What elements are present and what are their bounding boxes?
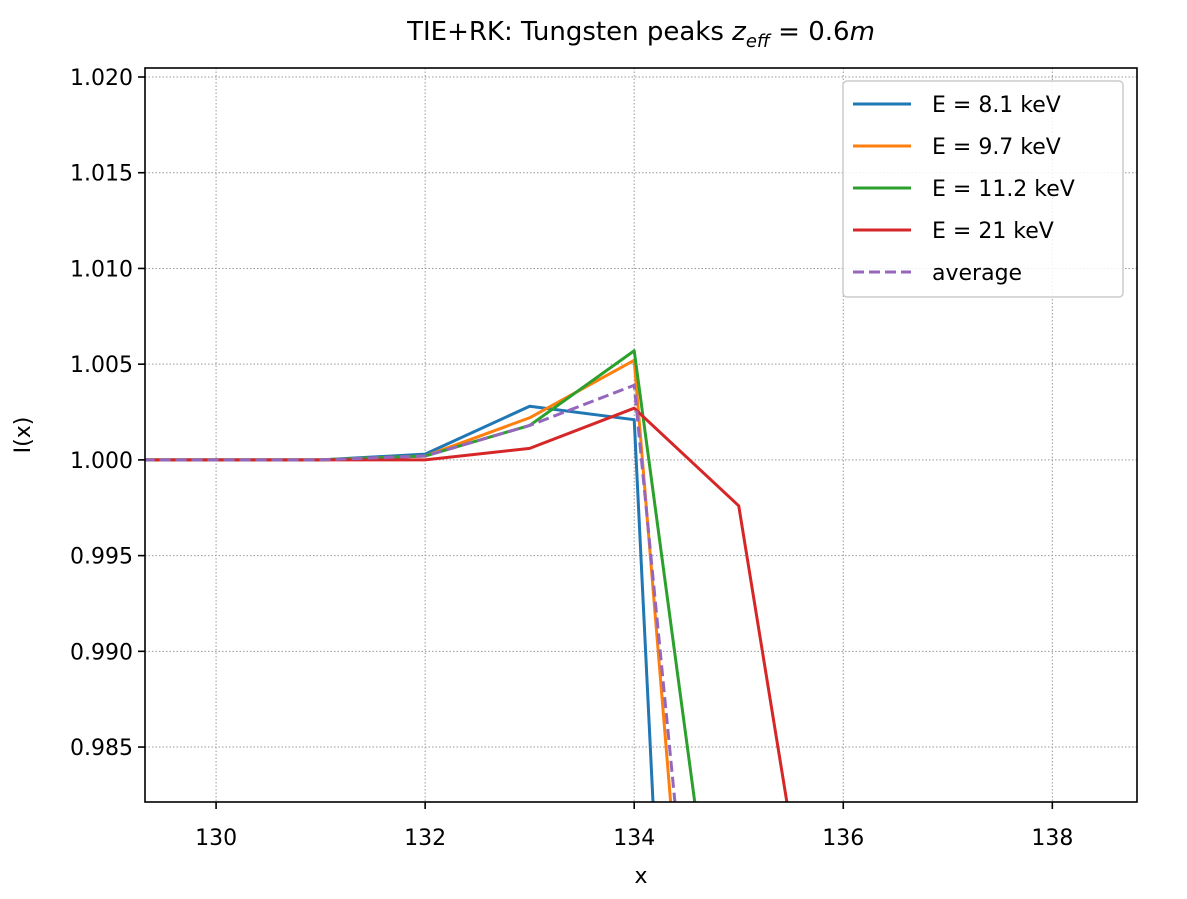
- y-axis-label: I(x): [11, 417, 36, 454]
- title-rest: = 0.6: [770, 17, 850, 47]
- x-tick-label: 134: [613, 826, 655, 851]
- series-line: [145, 383, 677, 802]
- y-tick-label: 1.010: [70, 257, 133, 282]
- title-unit: m: [850, 17, 875, 47]
- y-tick-label: 1.015: [70, 162, 133, 187]
- y-tick-label: 1.000: [70, 449, 133, 474]
- legend-label: average: [932, 261, 1022, 286]
- plot-area: [145, 349, 789, 802]
- y-tick-label: 0.995: [70, 545, 133, 570]
- title-sub: eff: [746, 31, 772, 52]
- title-text: TIE+RK: Tungsten peaks: [406, 17, 724, 47]
- x-axis-label: x: [634, 864, 647, 889]
- legend: E = 8.1 keV E = 9.7 keV E = 11.2 keV E = 21…: [842, 80, 1124, 298]
- x-tick-label: 132: [404, 826, 446, 851]
- y-tick-label: 0.990: [70, 640, 133, 665]
- x-tick-label: 138: [1031, 826, 1073, 851]
- y-tick-label: 0.985: [70, 736, 133, 761]
- legend-label: E = 9.7 keV: [932, 135, 1061, 160]
- y-tick-label: 1.020: [70, 66, 133, 91]
- legend-label: E = 11.2 keV: [932, 177, 1075, 202]
- legend-box: [842, 80, 1124, 298]
- y-tick-label: 1.005: [70, 353, 133, 378]
- x-tick-label: 136: [822, 826, 864, 851]
- title-math: z: [731, 17, 747, 47]
- x-tick-label: 130: [195, 826, 237, 851]
- axes-frame: [144, 67, 1138, 803]
- chart-title: TIE+RK: Tungsten peaks zeff = 0.6m: [406, 17, 875, 52]
- legend-label: E = 8.1 keV: [932, 93, 1061, 118]
- legend-label: E = 21 keV: [932, 219, 1054, 244]
